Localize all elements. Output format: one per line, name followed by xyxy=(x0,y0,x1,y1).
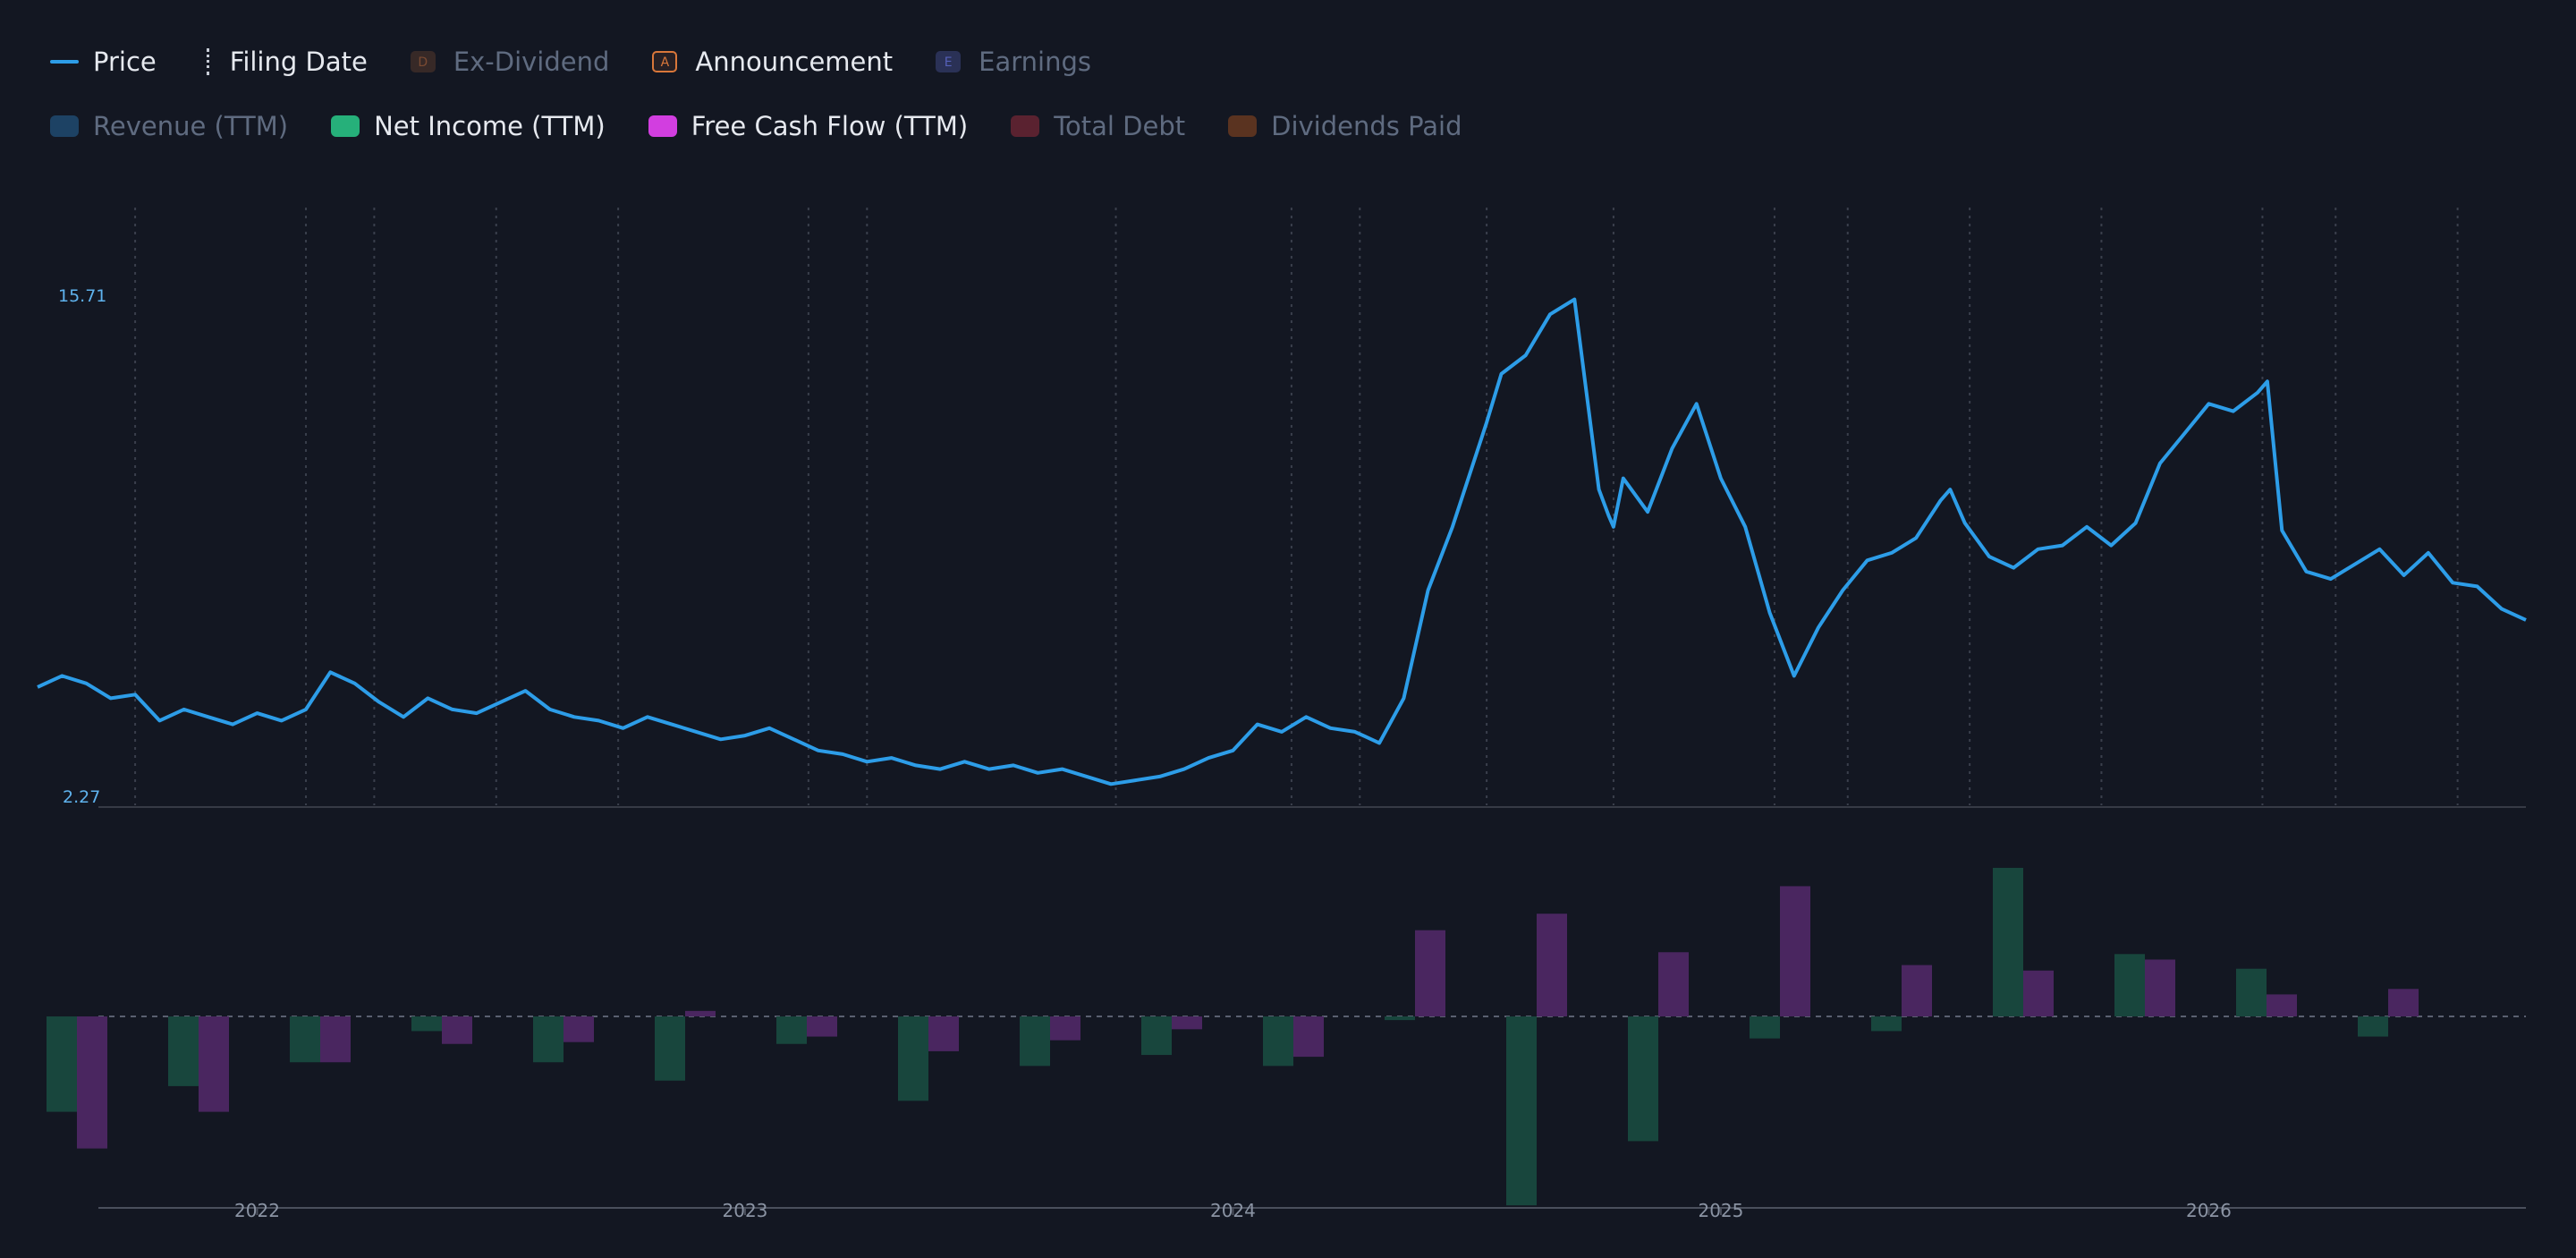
net-income-bar[interactable] xyxy=(1506,1016,1537,1206)
fcf-bar[interactable] xyxy=(1537,914,1567,1016)
fcf-bar[interactable] xyxy=(2145,959,2175,1016)
legend-swatch-debt xyxy=(1011,115,1040,137)
net-income-bar[interactable] xyxy=(898,1016,928,1101)
filing-date-lines xyxy=(134,208,2459,805)
y-tick-max: 15.71 xyxy=(58,286,106,306)
x-tick-label: 2022 xyxy=(234,1200,280,1221)
net-income-bar[interactable] xyxy=(1141,1016,1172,1056)
legend-swatch-price xyxy=(50,60,79,64)
legend-label-dividends: Dividends Paid xyxy=(1271,111,1462,141)
net-income-bar[interactable] xyxy=(2114,954,2145,1016)
fcf-bar[interactable] xyxy=(2388,989,2419,1016)
legend-item-revenue[interactable]: Revenue (TTM) xyxy=(50,111,288,141)
net-income-bar[interactable] xyxy=(655,1016,685,1081)
fcf-bar[interactable] xyxy=(685,1010,716,1016)
net-income-bar[interactable] xyxy=(47,1016,77,1112)
legend-row-fundamentals: Revenue (TTM) Net Income (TTM) Free Cash F… xyxy=(50,107,1505,145)
legend-label-debt: Total Debt xyxy=(1054,111,1186,141)
legend-label-price: Price xyxy=(93,47,157,77)
fcf-bar[interactable] xyxy=(807,1016,837,1037)
legend-item-exdiv[interactable]: D Ex-Dividend xyxy=(410,47,610,77)
x-tick-label: 2026 xyxy=(2186,1200,2232,1221)
fcf-bar[interactable] xyxy=(320,1016,351,1063)
legend-label-netincome: Net Income (TTM) xyxy=(374,111,606,141)
legend-swatch-dividends xyxy=(1228,115,1258,137)
x-tick-label: 2024 xyxy=(1210,1200,1256,1221)
price-series-line[interactable] xyxy=(37,297,2527,786)
fcf-bar[interactable] xyxy=(2023,970,2054,1016)
net-income-bar[interactable] xyxy=(1628,1016,1658,1142)
fcf-bar[interactable] xyxy=(77,1016,107,1149)
legend-item-dividends[interactable]: Dividends Paid xyxy=(1228,111,1462,141)
net-income-bar[interactable] xyxy=(168,1016,199,1086)
fcf-bar[interactable] xyxy=(442,1016,472,1044)
legend-badge-announce: A xyxy=(652,51,678,72)
legend-label-exdiv: Ex-Dividend xyxy=(453,47,610,77)
fcf-bar[interactable] xyxy=(1293,1016,1324,1058)
legend-badge-exdiv: D xyxy=(410,51,436,72)
net-income-bar[interactable] xyxy=(2358,1016,2388,1037)
fcf-bar[interactable] xyxy=(564,1016,594,1042)
net-income-bar[interactable] xyxy=(776,1016,807,1044)
fcf-bar[interactable] xyxy=(1415,930,1445,1016)
x-tick-label: 2023 xyxy=(723,1200,768,1221)
dotted-line-icon xyxy=(199,48,216,75)
net-income-bar[interactable] xyxy=(1871,1016,1902,1032)
legend-item-earnings[interactable]: E Earnings xyxy=(936,47,1091,77)
net-income-bar[interactable] xyxy=(1385,1016,1415,1021)
legend-label-announce: Announcement xyxy=(695,47,894,77)
fcf-bar[interactable] xyxy=(2267,994,2297,1016)
legend-badge-earnings: E xyxy=(936,51,962,72)
fcf-bar[interactable] xyxy=(1902,965,1932,1016)
legend-label-filing: Filing Date xyxy=(229,47,368,77)
net-income-bar[interactable] xyxy=(290,1016,320,1063)
fcf-bar[interactable] xyxy=(928,1016,959,1051)
legend-swatch-netincome xyxy=(331,115,360,137)
fcf-bar[interactable] xyxy=(1172,1016,1202,1030)
legend-item-filing[interactable]: Filing Date xyxy=(199,47,368,77)
net-income-bar[interactable] xyxy=(1020,1016,1050,1067)
x-tick-label: 2025 xyxy=(1698,1200,1743,1221)
legend-swatch-fcf xyxy=(648,115,677,137)
x-axis-ticks: 2022 2023 2024 2025 2026 xyxy=(234,1200,2232,1221)
legend-item-price[interactable]: Price xyxy=(50,47,157,77)
net-income-bar[interactable] xyxy=(2236,968,2267,1016)
legend-row-events: Price Filing Date D Ex-Dividend A Announcemen… xyxy=(50,43,1134,81)
fcf-bar[interactable] xyxy=(1050,1016,1080,1041)
net-income-bar[interactable] xyxy=(1993,867,2023,1016)
fcf-bar[interactable] xyxy=(1780,886,1810,1016)
legend-label-fcf: Free Cash Flow (TTM) xyxy=(691,111,969,141)
legend-item-fcf[interactable]: Free Cash Flow (TTM) xyxy=(648,111,968,141)
net-income-bar[interactable] xyxy=(411,1016,442,1032)
y-tick-min: 2.27 xyxy=(63,787,100,807)
fcf-bar[interactable] xyxy=(1658,952,1689,1016)
net-income-bar[interactable] xyxy=(533,1016,564,1063)
net-income-bar[interactable] xyxy=(1263,1016,1293,1067)
legend-item-debt[interactable]: Total Debt xyxy=(1011,111,1185,141)
legend-swatch-revenue xyxy=(50,115,79,137)
net-income-bar[interactable] xyxy=(1750,1016,1780,1039)
fcf-bar[interactable] xyxy=(199,1016,229,1112)
fundamental-bars xyxy=(47,867,2419,1206)
legend-item-announce[interactable]: A Announcement xyxy=(652,47,893,77)
legend-label-earnings: Earnings xyxy=(979,47,1091,77)
legend-label-revenue: Revenue (TTM) xyxy=(93,111,289,141)
legend-item-netincome[interactable]: Net Income (TTM) xyxy=(331,111,606,141)
